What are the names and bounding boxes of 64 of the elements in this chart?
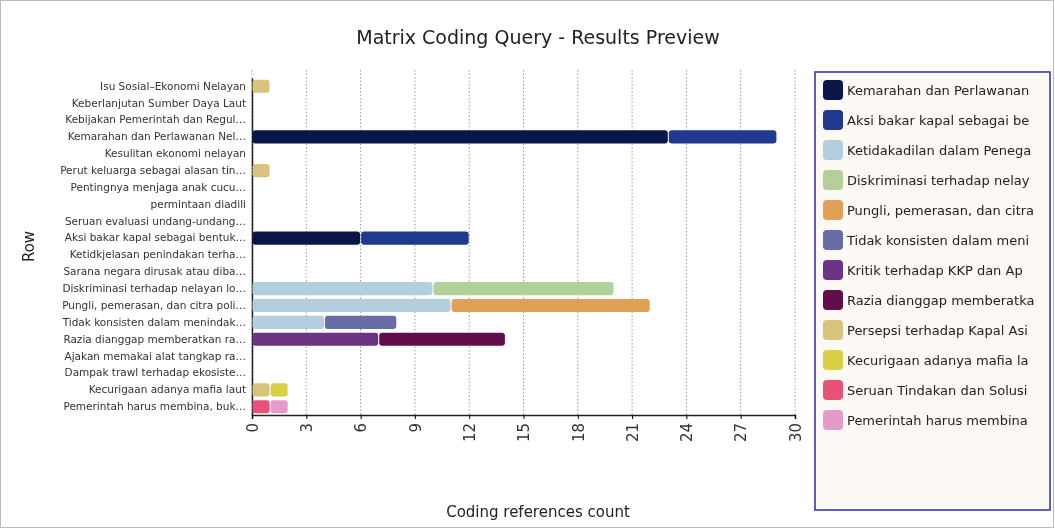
y-tick-label: Perut keluarga sebagai alasan tin… (60, 163, 246, 176)
bar (252, 315, 324, 329)
bar (252, 298, 451, 313)
y-tick-label: Sarana negara dirusak atau diba… (63, 265, 246, 278)
x-axis-title: Coding references count (446, 503, 630, 521)
y-tick-label: Kesulitan ekonomi nelayan (104, 147, 246, 160)
bar (270, 383, 288, 397)
y-tick-label: Ajakan memakai alat tangkap ra… (64, 349, 246, 362)
bar (361, 231, 469, 245)
x-tick-label: 24 (678, 423, 697, 443)
bar (433, 282, 614, 296)
y-tick-label: Ketidkjelasan penindakan terha… (69, 248, 246, 261)
x-tick-label: 18 (569, 423, 588, 443)
y-tick-label: Kemarahan dan Perlawanan Nel… (67, 130, 246, 143)
bar (668, 130, 777, 144)
y-tick-label: Kecurigaan adanya mafia laut (88, 383, 246, 396)
bar (252, 79, 270, 93)
x-tick-label: 30 (786, 423, 805, 443)
legend-label: Persepsi terhadap Kapal Asi (847, 322, 1028, 338)
x-tick-label: 15 (515, 423, 534, 443)
x-tick-label: 12 (460, 423, 479, 443)
y-tick-label: Diskriminasi terhadap nelayan lo… (62, 282, 246, 295)
legend-label: Diskriminasi terhadap nelay (847, 172, 1030, 188)
bar (252, 400, 270, 414)
bar (252, 130, 668, 144)
y-tick-label: Keberlanjutan Sumber Daya Laut (71, 96, 246, 109)
legend-label: Aksi bakar kapal sebagai be (847, 112, 1030, 128)
legend-label: Kecurigaan adanya mafia la (847, 352, 1029, 368)
y-tick-label: permintaan diadili (150, 197, 246, 210)
y-tick-label: Isu Sosial–Ekonomi Nelayan (100, 79, 246, 92)
legend-label: Seruan Tindakan dan Solusi (847, 382, 1028, 398)
bar (252, 383, 270, 397)
y-tick-label: Razia dianggap memberatkan ra… (63, 332, 246, 345)
y-tick-label: Tidak konsisten dalam menindak… (61, 315, 246, 328)
legend-label: Razia dianggap memberatka (847, 292, 1035, 308)
x-tick-label: 0 (243, 423, 262, 433)
y-axis-title: Row (20, 230, 38, 263)
x-tick-label: 3 (298, 423, 317, 433)
bar (252, 164, 270, 178)
y-tick-label: Seruan evaluasi undang-undang… (64, 214, 246, 227)
legend-label: Tidak konsisten dalam meni (846, 232, 1030, 248)
bar (252, 332, 379, 346)
x-tick-label: 21 (623, 423, 642, 443)
y-tick-label: Dampak trawl terhadap ekosiste… (64, 366, 246, 379)
bar (252, 282, 433, 296)
x-tick-label: 6 (352, 423, 371, 433)
legend-label: Kemarahan dan Perlawanan (847, 82, 1030, 98)
legend-label: Ketidakadilan dalam Penega (847, 142, 1032, 158)
y-tick-label: Pungli, pemerasan, dan citra poli… (62, 298, 246, 311)
bar (270, 400, 288, 414)
x-tick-label: 27 (732, 423, 751, 443)
legend-label: Pemerintah harus membina (847, 412, 1028, 428)
y-tick-label: Kebijakan Pemerintah dan Regul… (65, 113, 246, 126)
bar (252, 231, 361, 245)
bar (324, 315, 397, 329)
bar (379, 332, 505, 346)
bar (451, 298, 650, 313)
y-tick-label: Pentingnya menjaga anak cucu… (70, 180, 246, 193)
x-tick-label: 9 (406, 423, 425, 433)
y-tick-label: Aksi bakar kapal sebagai bentuk… (64, 231, 246, 244)
legend-label: Kritik terhadap KKP dan Ap (847, 262, 1023, 278)
legend-label: Pungli, pemerasan, dan citra (847, 202, 1035, 218)
chart-title: Matrix Coding Query - Results Preview (356, 26, 720, 48)
y-tick-label: Pemerintah harus membina, buk… (63, 400, 246, 413)
